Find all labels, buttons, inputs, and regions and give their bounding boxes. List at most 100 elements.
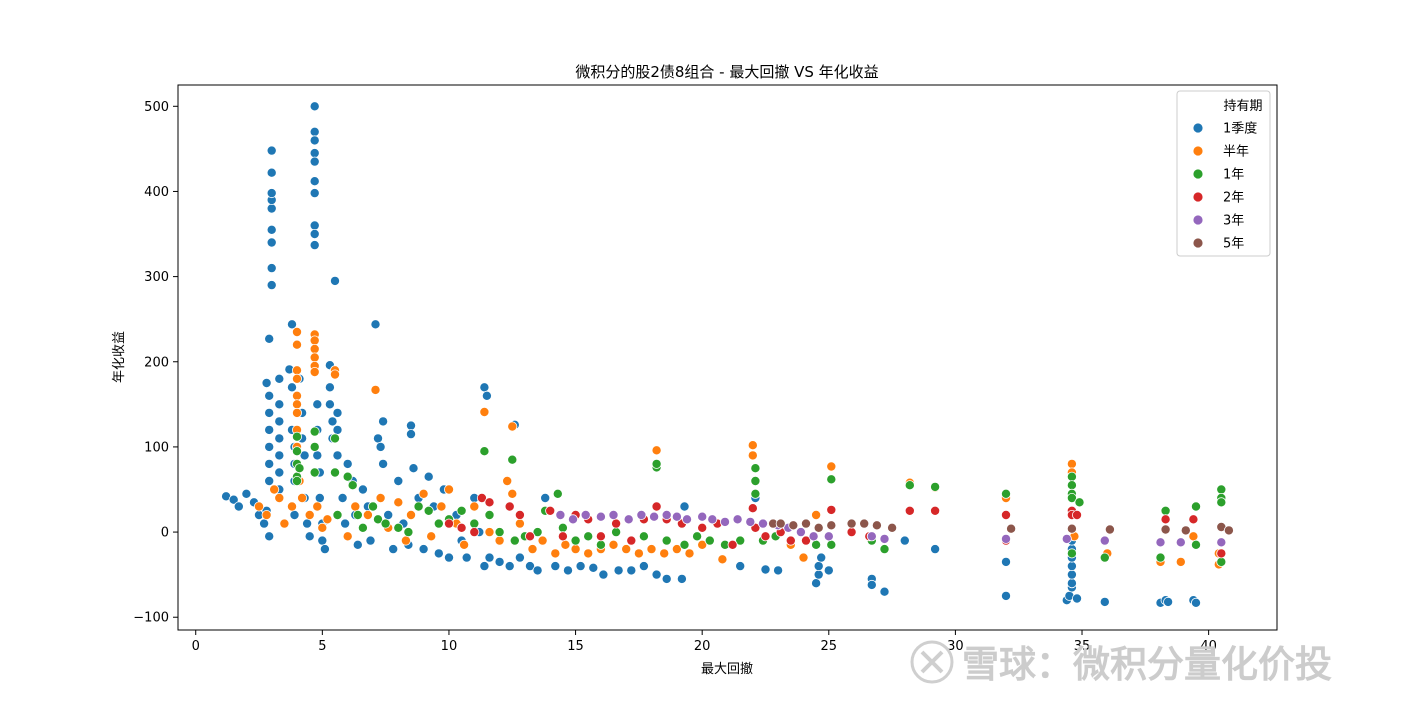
- data-point: [365, 535, 376, 546]
- data-point: [426, 531, 437, 542]
- data-point: [697, 511, 708, 522]
- data-point: [1066, 471, 1077, 482]
- data-point: [264, 458, 275, 469]
- data-point: [304, 531, 315, 542]
- data-point: [760, 564, 771, 575]
- watermark: 雪球：微积分量化价投: [910, 640, 1332, 686]
- data-point: [291, 339, 302, 350]
- data-point: [329, 369, 340, 380]
- data-point: [375, 492, 386, 503]
- data-point: [555, 509, 566, 520]
- legend-label: 1年: [1223, 168, 1244, 183]
- data-point: [1216, 497, 1227, 508]
- data-point: [312, 399, 323, 410]
- x-tick-label: 15: [567, 639, 584, 654]
- data-point: [798, 552, 809, 563]
- data-point: [405, 420, 416, 431]
- data-point: [717, 554, 728, 565]
- data-point: [692, 531, 703, 542]
- data-point: [514, 552, 525, 563]
- data-point: [583, 548, 594, 559]
- data-point: [314, 492, 325, 503]
- x-tick-label: 5: [318, 639, 326, 654]
- data-point: [570, 535, 581, 546]
- data-point: [264, 390, 275, 401]
- data-point: [479, 406, 490, 417]
- data-point: [1160, 505, 1171, 516]
- data-point: [332, 407, 343, 418]
- data-point: [309, 228, 320, 239]
- data-point: [494, 527, 505, 538]
- data-point: [342, 471, 353, 482]
- data-point: [484, 527, 495, 538]
- data-point: [423, 471, 434, 482]
- data-point: [370, 384, 381, 395]
- data-point: [638, 561, 649, 572]
- data-point: [826, 520, 837, 531]
- data-point: [274, 433, 285, 444]
- data-point: [846, 518, 857, 529]
- data-point: [676, 573, 687, 584]
- data-point: [378, 416, 389, 427]
- data-point: [312, 501, 323, 512]
- data-point: [350, 501, 361, 512]
- data-point: [309, 101, 320, 112]
- data-point: [651, 445, 662, 456]
- data-point: [514, 518, 525, 529]
- data-point: [370, 319, 381, 330]
- data-point: [1072, 593, 1083, 604]
- data-point: [1001, 509, 1012, 520]
- data-point: [479, 446, 490, 457]
- data-point: [403, 527, 414, 538]
- data-point: [1099, 552, 1110, 563]
- x-tick-label: 0: [192, 639, 200, 654]
- data-point: [423, 505, 434, 516]
- x-tick-label: 25: [821, 639, 838, 654]
- x-axis-label: 最大回撤: [701, 661, 753, 677]
- data-point: [309, 126, 320, 137]
- data-point: [1175, 556, 1186, 567]
- data-point: [317, 535, 328, 546]
- data-point: [514, 509, 525, 520]
- data-point: [1066, 458, 1077, 469]
- data-point: [750, 463, 761, 474]
- data-point: [266, 188, 277, 199]
- data-point: [309, 220, 320, 231]
- data-point: [720, 516, 731, 527]
- data-point: [312, 450, 323, 461]
- data-point: [1072, 509, 1083, 520]
- data-point: [904, 505, 915, 516]
- data-point: [583, 531, 594, 542]
- data-point: [274, 399, 285, 410]
- data-point: [661, 509, 672, 520]
- data-point: [443, 552, 454, 563]
- legend-label: 1季度: [1223, 121, 1257, 137]
- snowball-logo-icon: [910, 640, 954, 684]
- x-axis: 0 5 10 15 20 25 30 35 40: [192, 630, 1217, 654]
- y-tick-label: 300: [144, 270, 169, 285]
- data-point: [1155, 537, 1166, 548]
- data-point: [1061, 533, 1072, 544]
- data-point: [899, 535, 910, 546]
- x-tick-label: 30: [947, 639, 964, 654]
- data-point: [697, 522, 708, 533]
- data-point: [433, 548, 444, 559]
- data-point: [570, 544, 581, 555]
- data-point: [568, 514, 579, 525]
- data-point: [309, 426, 320, 437]
- data-point: [279, 518, 290, 529]
- data-point: [291, 399, 302, 410]
- data-point: [1191, 597, 1202, 608]
- y-tick-label: −100: [133, 611, 169, 626]
- data-point: [357, 522, 368, 533]
- data-point: [309, 441, 320, 452]
- data-point: [309, 366, 320, 377]
- data-point: [679, 539, 690, 550]
- data-point: [264, 531, 275, 542]
- data-point: [801, 535, 812, 546]
- data-point: [1001, 533, 1012, 544]
- data-point: [646, 544, 657, 555]
- data-point: [261, 509, 272, 520]
- data-point: [367, 501, 378, 512]
